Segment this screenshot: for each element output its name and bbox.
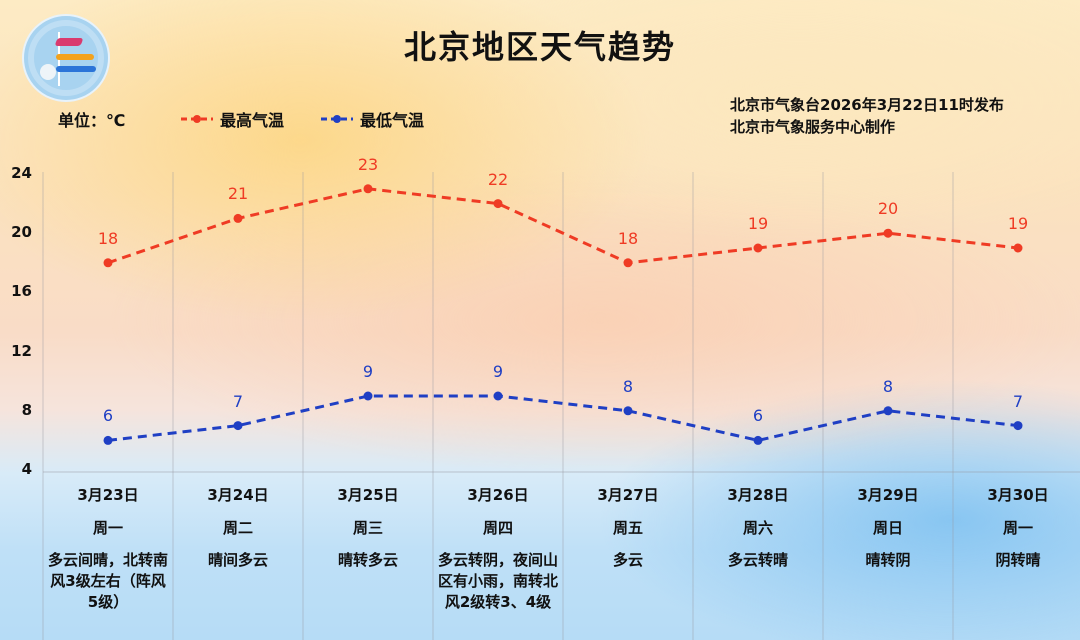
low-temp-point [883,406,893,416]
legend-low-line-icon [321,115,353,123]
low-temp-label: 8 [622,376,634,396]
day-column: 3月27日周五多云 [563,478,693,571]
day-of-week: 周日 [872,519,903,537]
day-of-week: 周二 [222,519,253,537]
day-of-week: 周一 [1002,519,1033,537]
day-date: 3月24日 [207,486,269,504]
high-temp-point [103,258,113,268]
high-temp-point [1013,243,1023,253]
low-temp-point [363,391,373,401]
y-tick-label: 8 [21,400,32,419]
low-temp-point [103,435,113,445]
issuer-line-1: 北京市气象台2026年3月22日11时发布 [730,96,1004,114]
day-of-week: 周一 [92,519,123,537]
high-temp-label: 18 [97,228,119,248]
day-of-week: 周五 [612,519,643,537]
day-date: 3月23日 [77,486,139,504]
high-temp-point [883,228,893,238]
low-temp-label: 8 [882,376,894,396]
legend-low-label: 最低气温 [360,111,425,130]
day-column: 3月26日周四多云转阴，夜间山区有小雨，南转北风2级转3、4级 [433,478,563,613]
day-date: 3月25日 [337,486,399,504]
low-temp-label: 7 [232,391,244,411]
low-temp-label: 9 [492,362,504,381]
day-weather: 多云 [612,551,643,569]
day-weather: 阴转晴 [995,551,1041,569]
meteorological-service-logo [22,14,110,102]
high-temp-point [233,213,243,223]
high-temp-label: 18 [617,228,639,248]
high-temp-line [107,187,1019,265]
low-temp-point [493,391,503,401]
low-temp-label: 9 [362,362,374,381]
day-weather: 晴转多云 [337,551,398,569]
high-temp-point [623,258,633,268]
legend-item-low: 最低气温 [320,107,424,131]
high-temp-label: 19 [747,214,769,233]
low-temp-point [233,421,243,431]
unit-label: 单位：℃ [58,111,126,130]
day-weather: 多云间晴，北转南风3级左右（阵风5级） [47,551,168,611]
high-temp-point [493,199,503,209]
low-temp-label: 6 [752,406,764,426]
high-temp-point [363,184,373,194]
day-column: 3月28日周六多云转晴 [693,478,823,571]
day-date: 3月27日 [597,486,659,504]
day-of-week: 周四 [482,519,513,537]
low-temp-point [623,406,633,416]
day-date: 3月29日 [857,486,919,504]
y-tick-label: 24 [11,164,32,182]
issuer-line-2: 北京市气象服务中心制作 [730,118,896,136]
high-temp-label: 19 [1007,214,1029,233]
high-temp-label: 21 [227,184,249,204]
high-temp-label: 20 [877,199,899,219]
day-weather: 晴间多云 [207,551,268,569]
low-temp-label: 7 [1012,391,1024,411]
day-weather: 晴转阴 [865,551,911,569]
day-weather: 多云转晴 [727,551,788,569]
legend-high-label: 最高气温 [220,111,285,130]
high-temp-point [753,243,763,253]
day-date: 3月26日 [467,486,529,504]
y-tick-label: 12 [11,341,32,360]
y-tick-label: 16 [11,282,32,301]
day-column: 3月29日周日晴转阴 [823,478,953,571]
high-temp-label: 23 [357,154,379,174]
low-temp-label: 6 [102,406,114,426]
y-tick-label: 20 [11,223,32,242]
day-column: 3月30日周一阴转晴 [953,478,1080,571]
day-of-week: 周三 [352,519,383,537]
legend-high-line-icon [181,115,213,123]
day-column: 3月25日周三晴转多云 [303,478,433,571]
low-temp-line [107,394,1019,442]
issuer-info: 北京市气象台2026年3月22日11时发布 北京市气象服务中心制作 [730,94,1004,138]
day-date: 3月28日 [727,486,789,504]
day-column: 3月23日周一多云间晴，北转南风3级左右（阵风5级） [43,478,173,613]
y-tick-label: 4 [21,460,32,478]
low-temp-point [1013,421,1023,431]
high-temp-label: 22 [487,169,509,189]
day-weather: 多云转阴，夜间山区有小雨，南转北风2级转3、4级 [437,551,558,611]
page-title: 北京地区天气趋势 [403,28,676,66]
low-temp-point [753,435,763,445]
day-column: 3月24日周二晴间多云 [173,478,303,571]
day-of-week: 周六 [742,519,773,537]
legend-item-high: 最高气温 [180,107,284,131]
day-date: 3月30日 [987,486,1049,504]
